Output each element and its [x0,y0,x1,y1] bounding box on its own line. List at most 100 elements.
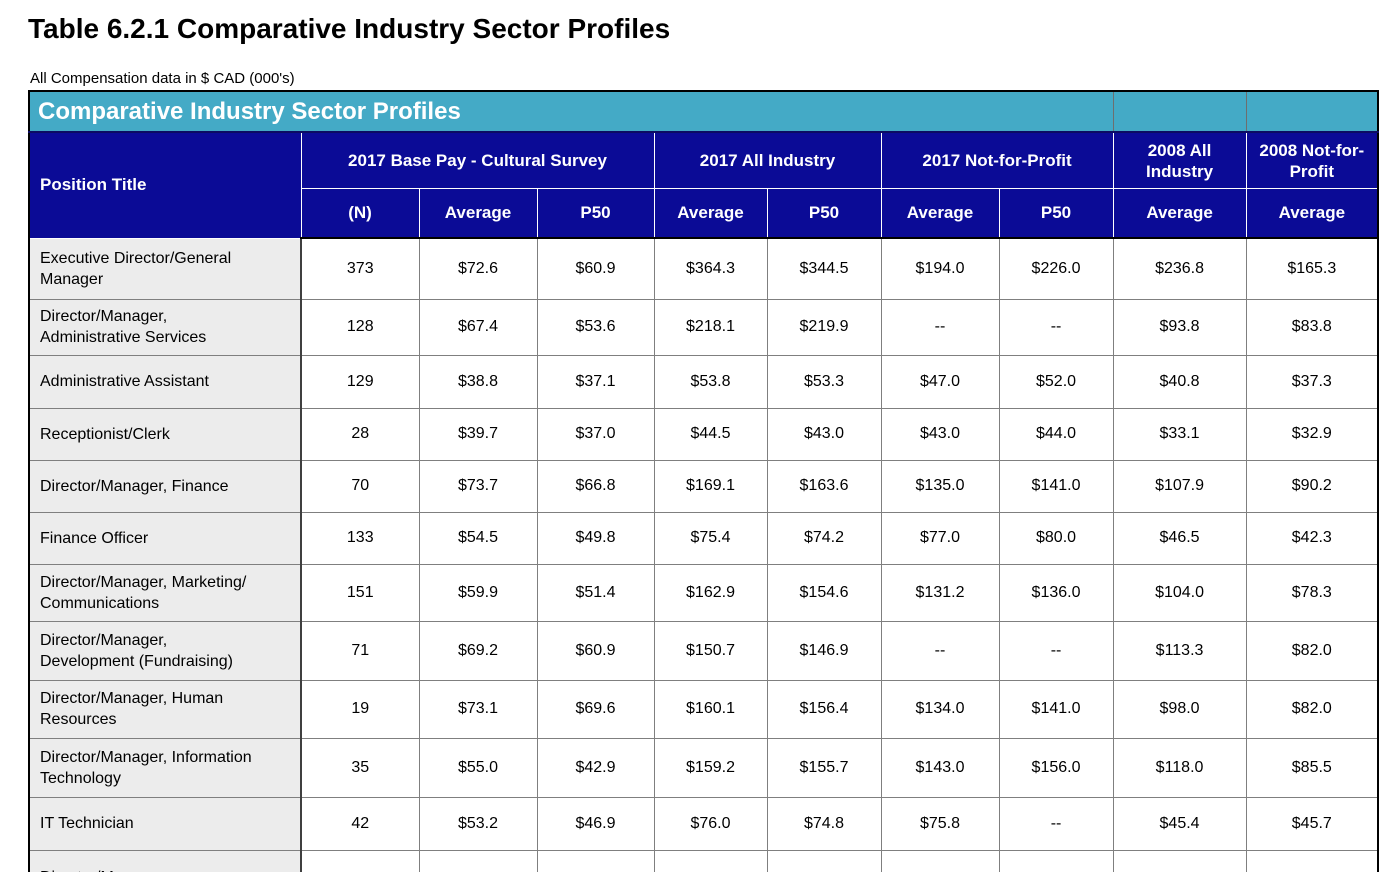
value-cell: $98.0 [1112,679,1247,739]
value-cell: 128 [300,298,420,356]
value-cell: $37.3 [1245,354,1379,409]
value-cell: $37.1 [536,354,655,409]
value-cell: 70 [300,459,420,513]
table-row: Finance Officer 133 $54.5 $49.8 $75.4 $7… [28,511,1379,565]
column-header-cs-average: Average [418,188,538,239]
value-cell: $141.0 [998,679,1114,739]
position-cell: Director/Manager, Development (Fundraisi… [28,620,302,681]
column-header-n: (N) [300,188,420,239]
column-header-2008-ai-average: Average [1112,188,1247,239]
value-cell: $73.9 [1245,849,1379,872]
value-cell: $136.0 [998,563,1114,622]
value-cell: $169.1 [653,459,768,513]
value-cell: 28 [300,407,420,461]
value-cell: 35 [300,737,420,798]
value-cell: $69.2 [418,620,538,681]
value-cell: $67.4 [418,298,538,356]
value-cell: 151 [300,563,420,622]
value-cell: -- [998,620,1114,681]
value-cell: $131.2 [880,563,1000,622]
value-cell: $82.0 [1245,620,1379,681]
position-cell: Director/Manager, Membership and/or Volu… [28,849,302,872]
value-cell: $47.0 [880,354,1000,409]
value-cell: 19 [300,679,420,739]
value-cell: $118.0 [1112,737,1247,798]
value-cell: $74.8 [766,796,882,851]
value-cell: $51.4 [536,563,655,622]
value-cell: $44.0 [998,407,1114,461]
table-row: Administrative Assistant 129 $38.8 $37.1… [28,354,1379,409]
banner-row: Comparative Industry Sector Profiles [29,91,1379,133]
value-cell: -- [998,298,1114,356]
value-cell: $46.5 [1112,511,1247,565]
table-row: Director/Manager, Administrative Service… [28,298,1379,356]
value-cell: $49.8 [536,511,655,565]
value-cell: $38.8 [418,354,538,409]
value-cell: $48.2 [418,849,538,872]
value-cell: $60.9 [536,237,655,300]
group-header-2008-all-industry: 2008 All Industry [1112,131,1247,189]
group-header-row: Position Title 2017 Base Pay - Cultural … [28,131,1379,239]
position-cell: Receptionist/Clerk [28,407,302,461]
value-cell: $75.4 [653,511,768,565]
column-header-position-title: Position Title [28,131,302,239]
value-cell: $42.3 [1245,511,1379,565]
value-cell: $69.6 [536,679,655,739]
position-cell: Administrative Assistant [28,354,302,409]
value-cell: $134.0 [880,679,1000,739]
value-cell: $226.0 [998,237,1114,300]
banner-spacer-2008-not-for-profit [1245,91,1379,133]
value-cell: -- [998,796,1114,851]
value-cell: $83.8 [1245,298,1379,356]
value-cell: $44.5 [653,407,768,461]
table-row: Director/Manager, Finance 70 $73.7 $66.8… [28,459,1379,513]
value-cell: 129 [300,354,420,409]
value-cell: $107.9 [1112,459,1247,513]
value-cell: $74.2 [766,511,882,565]
position-cell: Director/Manager, Marketing/ Communicati… [28,563,302,622]
value-cell: $39.7 [418,407,538,461]
position-cell: Director/Manager, Finance [28,459,302,513]
value-cell: $72.6 [418,237,538,300]
value-cell: 42 [300,796,420,851]
value-cell: $159.2 [653,737,768,798]
value-cell: $146.9 [766,620,882,681]
value-cell: $73.7 [418,459,538,513]
value-cell: $150.7 [653,620,768,681]
value-cell: $45.4 [1112,796,1247,851]
value-cell: $162.9 [653,563,768,622]
value-cell: $76.0 [653,796,768,851]
value-cell: -- [880,620,1000,681]
comparative-industry-table: Comparative Industry Sector Profiles Pos… [28,90,1380,872]
value-cell: $55.0 [418,737,538,798]
page-title: Table 6.2.1 Comparative Industry Sector … [28,13,671,44]
value-cell: $236.8 [1112,237,1247,300]
table-row: Director/Manager, Human Resources 19 $73… [28,679,1379,739]
value-cell: $156.0 [998,737,1114,798]
table-subtitle: All Compensation data in $ CAD (000's) [30,70,295,87]
value-cell: $364.3 [653,237,768,300]
table-row: Executive Director/General Manager 373 $… [28,237,1379,300]
position-cell: Finance Officer [28,511,302,565]
value-cell: $135.0 [880,459,1000,513]
value-cell: $163.6 [766,459,882,513]
column-header-ai-average: Average [653,188,768,239]
value-cell: $53.3 [766,354,882,409]
value-cell: $82.0 [1245,679,1379,739]
position-cell: IT Technician [28,796,302,851]
value-cell: $53.2 [418,796,538,851]
value-cell: $52.0 [998,354,1114,409]
value-cell: $46.9 [536,796,655,851]
position-cell: Director/Manager, Information Technology [28,737,302,798]
value-cell: $93.8 [1112,298,1247,356]
value-cell: 373 [300,237,420,300]
column-header-cs-p50: P50 [536,188,655,239]
column-header-2008-nfp-average: Average [1245,188,1379,239]
value-cell: $85.5 [1245,737,1379,798]
column-header-nfp-average: Average [880,188,1000,239]
value-cell: -- [880,849,1000,872]
value-cell: 133 [300,511,420,565]
value-cell: $85.4 [1112,849,1247,872]
value-cell: $194.0 [880,237,1000,300]
